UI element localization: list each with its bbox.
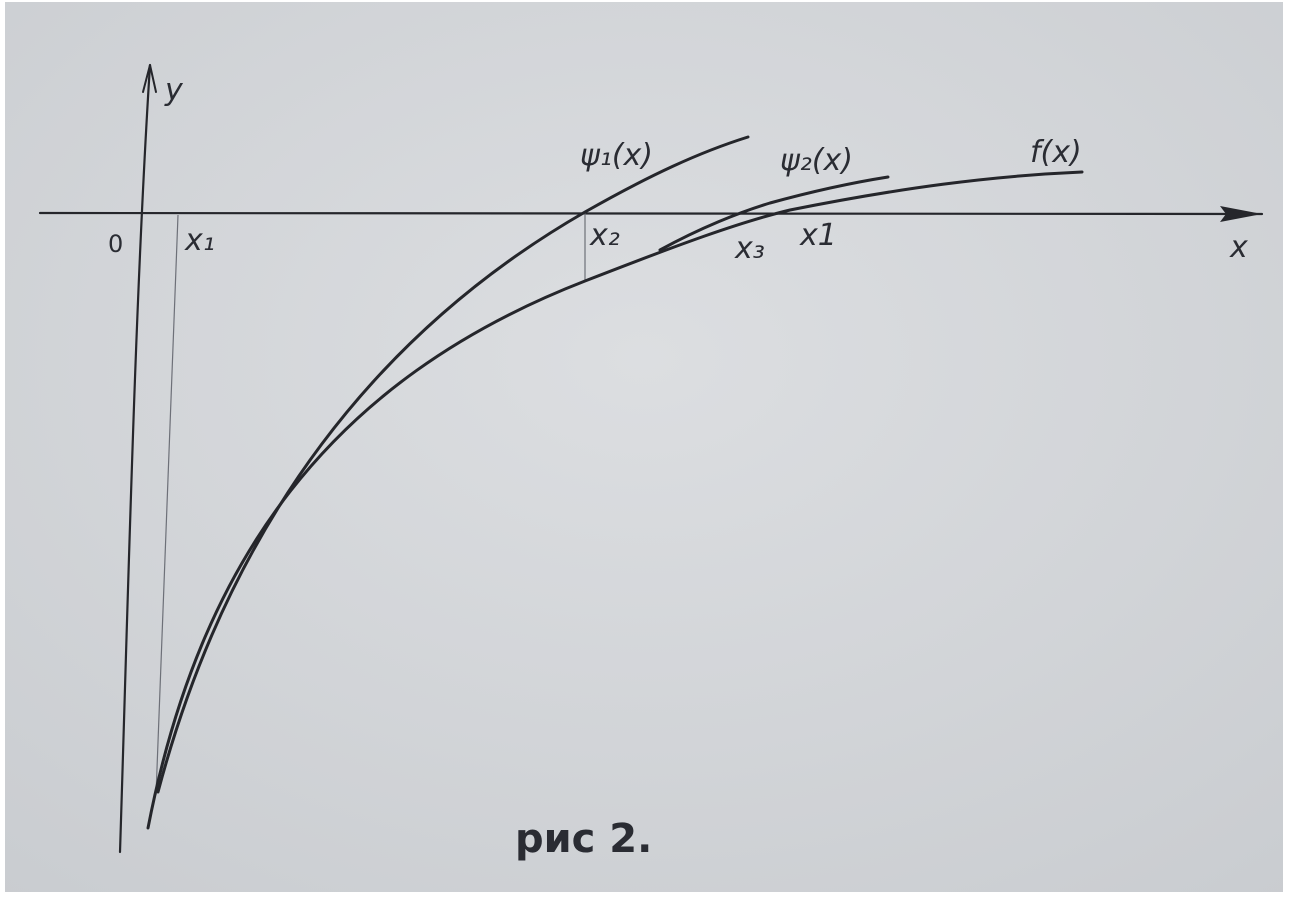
x-label: x	[1229, 230, 1248, 265]
x2-label: x₂	[589, 218, 620, 253]
caption: рис 2.	[515, 816, 652, 862]
origin-label: 0	[108, 230, 123, 258]
f-label: f(x)	[1030, 135, 1082, 170]
x-axis	[40, 213, 1262, 214]
psi2-label: ψ₂(x)	[780, 143, 853, 178]
xbar-label: x1	[799, 218, 837, 253]
diagram: y x 0 x₁ x₂ x₃ x1 ψ₁(x) ψ₂(x) f(x) рис 2…	[0, 0, 1292, 899]
psi1-label: ψ₁(x)	[580, 138, 653, 173]
paper	[5, 2, 1283, 892]
x1-label: x₁	[184, 223, 215, 258]
x3-label: x₃	[734, 231, 765, 266]
y-label: y	[164, 73, 184, 108]
